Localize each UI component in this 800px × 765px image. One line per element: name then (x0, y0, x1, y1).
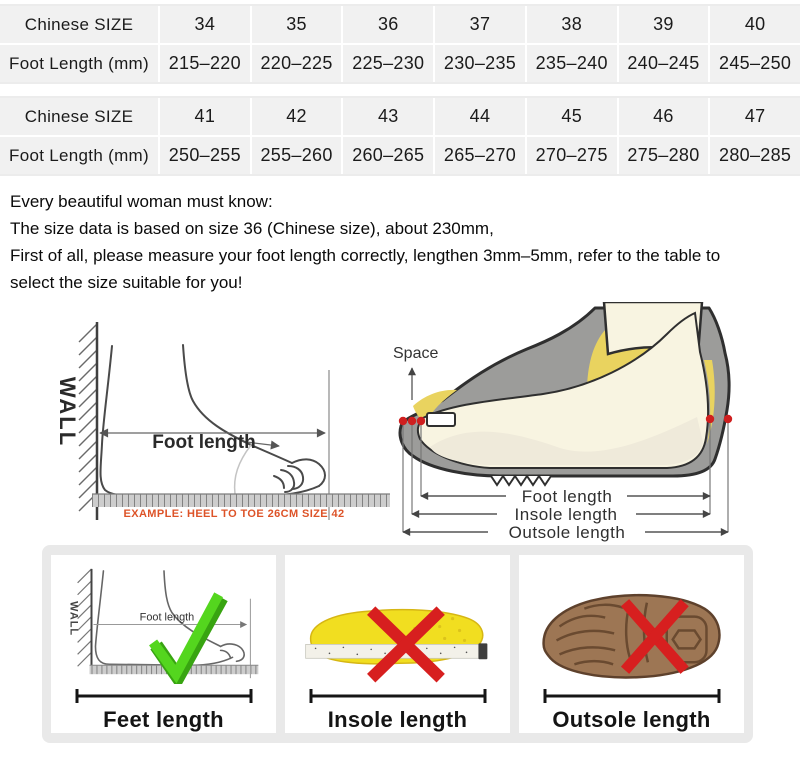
wall-label: WALL (55, 377, 80, 447)
table-header-foot-length: Foot Length (mm) (0, 45, 158, 82)
size-cell: 45 (526, 98, 617, 135)
table-header-foot-length: Foot Length (mm) (0, 137, 158, 174)
dimension-lines (402, 492, 729, 536)
note-line-4: select the size suitable for you! (10, 273, 243, 292)
heel-accent (704, 360, 715, 444)
size-cell: 46 (618, 98, 709, 135)
size-cell: 35 (251, 6, 342, 43)
panel-caption: Outsole length (552, 707, 711, 732)
wall-hatching (78, 323, 98, 512)
panel-insole-length: Insole length (285, 555, 510, 733)
outsole-length-label: Outsole length (509, 523, 626, 542)
mini-wall-label: WALL (68, 601, 80, 636)
feet-length-art: WALL Foot length (68, 568, 259, 685)
table-header-chinese-size: Chinese SIZE (0, 6, 158, 43)
cross-mark (620, 599, 689, 674)
foot-length-label: Foot length (152, 432, 255, 453)
measure-dots (398, 414, 733, 426)
check-mark (149, 592, 223, 684)
measure-bracket (309, 689, 486, 704)
outsole-length-art (542, 593, 721, 679)
toe-accent (413, 389, 457, 424)
foot-measure-diagram: WALL Foot length EXAMPLE: HEEL TO TOE 26… (55, 322, 390, 520)
insole-length-art (305, 606, 488, 683)
measure-method-panels: WALL Foot length (42, 545, 753, 743)
mini-wall-hatching (77, 568, 92, 667)
length-cell: 220–225 (251, 45, 342, 82)
length-cell: 280–285 (710, 137, 800, 174)
foot-outline (99, 344, 326, 497)
size-cell: 42 (251, 98, 342, 135)
panel-caption: Feet length (103, 707, 224, 732)
size-cell: 47 (710, 98, 800, 135)
example-label: EXAMPLE: HEEL TO TOE 26CM SIZE 42 (123, 508, 344, 520)
insole-length-label: Insole length (515, 505, 618, 524)
length-cell: 270–275 (526, 137, 617, 174)
panel-caption: Insole length (327, 707, 468, 732)
dimension-verticals (402, 420, 729, 532)
size-cell: 38 (526, 6, 617, 43)
note-line-2: The size data is based on size 36 (Chine… (10, 219, 494, 238)
insole-tip (426, 412, 456, 427)
ruler (92, 494, 390, 507)
length-cell: 240–245 (618, 45, 709, 82)
foot-shading (430, 417, 703, 465)
length-cell: 230–235 (435, 45, 525, 82)
size-table-small-sizes: Chinese SIZE 34 35 36 37 38 39 40 Foot L… (0, 4, 800, 84)
shoe-section-diagram: Space Foot length Insole length Outsole … (393, 302, 733, 542)
size-cell: 37 (435, 6, 525, 43)
size-notes: Every beautiful woman must know: The siz… (10, 188, 794, 296)
length-cell: 250–255 (160, 137, 250, 174)
table-header-chinese-size: Chinese SIZE (0, 98, 158, 135)
size-cell: 43 (343, 98, 434, 135)
length-cell: 255–260 (251, 137, 342, 174)
length-cell: 275–280 (618, 137, 709, 174)
length-cell: 235–240 (526, 45, 617, 82)
panel-feet-length: WALL Foot length (51, 555, 276, 733)
panel-outsole-length: Outsole length (519, 555, 744, 733)
size-cell: 40 (710, 6, 800, 43)
measure-bracket (543, 689, 720, 704)
space-label: Space (393, 345, 438, 362)
measure-bracket (75, 689, 252, 704)
cross-mark (367, 606, 445, 683)
note-line-3: First of all, please measure your foot l… (10, 246, 721, 265)
mini-foot-length-label: Foot length (140, 612, 195, 624)
foot-length-pointer (245, 440, 280, 450)
size-cell: 44 (435, 98, 525, 135)
length-cell: 260–265 (343, 137, 434, 174)
size-cell: 41 (160, 98, 250, 135)
foot-inside (416, 311, 709, 469)
tread-zigzag (490, 474, 552, 487)
note-line-1: Every beautiful woman must know: (10, 192, 273, 211)
tape-end-cap (478, 643, 488, 660)
size-cell: 34 (160, 6, 250, 43)
length-cell: 265–270 (435, 137, 525, 174)
size-table-large-sizes: Chinese SIZE 41 42 43 44 45 46 47 Foot L… (0, 96, 800, 176)
length-cell: 225–230 (343, 45, 434, 82)
size-cell: 36 (343, 6, 434, 43)
length-cell: 215–220 (160, 45, 250, 82)
length-cell: 245–250 (710, 45, 800, 82)
size-cell: 39 (618, 6, 709, 43)
shoe-foot-length-label: Foot length (522, 487, 613, 506)
